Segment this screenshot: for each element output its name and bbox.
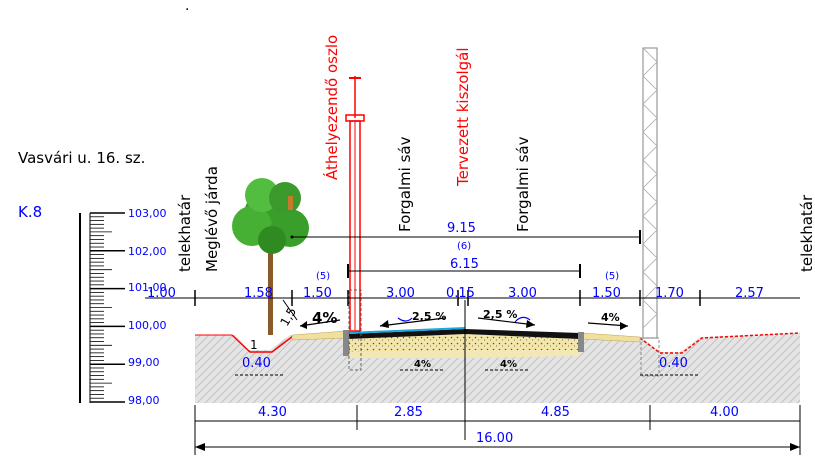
slope-left-lane: 2,5 % xyxy=(412,310,446,323)
dim-bottom-line xyxy=(194,405,801,455)
seg-1-50-left: 1.50 xyxy=(303,286,332,301)
seg-1-00: 1.00 xyxy=(147,286,176,301)
lane-left-label: Forgalmi sáv xyxy=(396,136,414,232)
asphalt-right xyxy=(465,329,580,339)
bottom-seg-4-00: 4.00 xyxy=(710,405,739,420)
slope-right-sidewalk: 4% xyxy=(601,311,620,324)
ditch-right xyxy=(639,332,801,354)
pavement-subbase xyxy=(348,350,580,358)
bottom-seg-2-85: 2.85 xyxy=(394,405,423,420)
scale-label-99: 99,00 xyxy=(128,356,160,369)
curb-left xyxy=(343,330,349,356)
bottom-seg-4-30: 4.30 xyxy=(258,405,287,420)
slope-ratio-1: 1 xyxy=(250,338,258,352)
lane-right-label: Forgalmi sáv xyxy=(514,136,532,232)
slope-right-lane: 2,5 % xyxy=(483,308,517,321)
pavement-base xyxy=(348,334,580,352)
pole-relocate-icon xyxy=(345,76,365,371)
seg-1-70: 1.70 xyxy=(655,286,684,301)
ditch-left xyxy=(231,334,294,353)
dim-paren-6: (6) xyxy=(457,241,471,252)
blue-layer-line xyxy=(347,327,466,334)
sidewalk-label: Meglévő járda xyxy=(203,166,221,272)
asphalt-left xyxy=(348,329,465,339)
address-title: Vasvári u. 16. sz. xyxy=(18,149,145,167)
curb-right xyxy=(578,332,584,352)
tree-icon xyxy=(232,178,309,335)
slope-subgrade-left: 4% xyxy=(414,359,431,370)
scale-label-103: 103,00 xyxy=(128,207,167,220)
slope-arrows xyxy=(282,299,629,371)
boundary-right-label: telekhatár xyxy=(798,194,815,272)
dim-segment-line xyxy=(145,290,800,306)
pole-planned-icon xyxy=(640,47,660,377)
slope-subgrade-right: 4% xyxy=(500,359,517,370)
scale-labels: 103,00 102,00 101,00 100,00 99,00 98,00 xyxy=(128,207,167,407)
scale-label-101: 101,00 xyxy=(128,281,167,294)
dim-6-15 xyxy=(347,264,581,278)
slope-ratio-1-5: 1,5 xyxy=(277,305,299,329)
seg-0-15: 0.15 xyxy=(446,286,475,301)
slope-left-sidewalk: 4% xyxy=(312,309,337,327)
paren-5-right: (5) xyxy=(605,271,619,282)
seg-1-50-right: 1.50 xyxy=(592,286,621,301)
dim-9-15 xyxy=(290,230,641,244)
seg-3-00-right: 3.00 xyxy=(508,286,537,301)
ditch-left-width: 0.40 xyxy=(242,356,271,371)
bottom-total: 16.00 xyxy=(476,431,513,446)
bottom-seg-4-85: 4.85 xyxy=(541,405,570,420)
ditch-right-width: 0.40 xyxy=(659,356,688,371)
scale-label-100: 100,00 xyxy=(128,319,167,332)
seg-2-57: 2.57 xyxy=(735,286,764,301)
elevation-scale xyxy=(79,212,125,403)
scale-label-102: 102,00 xyxy=(128,245,167,258)
top-fragment: . xyxy=(185,0,189,14)
scale-label-98: 98,00 xyxy=(128,394,160,407)
boundary-left-label: telekhatár xyxy=(176,194,194,272)
pole-relocate-label: Áthelyezendő oszlo xyxy=(322,35,341,180)
section-id: K.8 xyxy=(18,203,42,221)
dim-9-15-label: 9.15 xyxy=(447,221,476,236)
paren-5-left: (5) xyxy=(316,271,330,282)
seg-3-00-left: 3.00 xyxy=(386,286,415,301)
dim-6-15-label: 6.15 xyxy=(450,257,479,272)
service-planned-label: Tervezett kiszolgál xyxy=(454,47,472,187)
seg-1-58: 1.58 xyxy=(244,286,273,301)
